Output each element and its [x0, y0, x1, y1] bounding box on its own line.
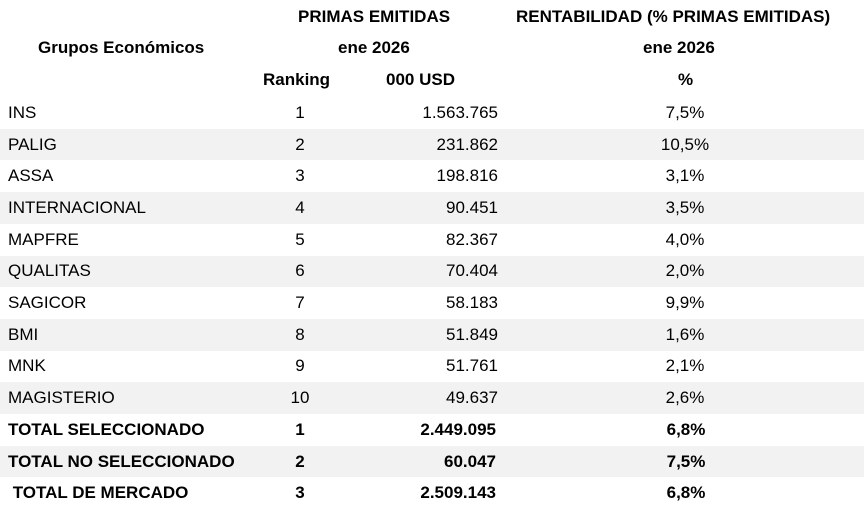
total-rentabilidad: 6,8%: [666, 483, 706, 503]
ranking-value: 4: [295, 197, 305, 217]
rentabilidad-value: 3,1%: [665, 166, 705, 186]
ranking-value: 9: [295, 356, 305, 376]
ranking-value: 5: [295, 229, 305, 249]
total-row-seleccionado: TOTAL SELECCIONADO 1 2.449.095 6,8%: [0, 414, 864, 446]
group-name: QUALITAS: [8, 261, 91, 281]
ranking-value: 2: [295, 134, 305, 154]
group-name: MNK: [8, 356, 46, 376]
total-primas: 2.509.143: [420, 483, 496, 503]
group-name: MAPFRE: [8, 229, 79, 249]
group-name: SAGICOR: [8, 293, 87, 313]
primas-value: 198.816: [436, 166, 498, 186]
primas-value: 51.849: [446, 324, 498, 344]
primas-value: 90.451: [446, 197, 498, 217]
primas-value: 1.563.765: [422, 102, 498, 122]
primas-value: 58.183: [446, 293, 498, 313]
table-row: INTERNACIONAL 4 90.451 3,5%: [0, 192, 864, 224]
total-ranking: 2: [295, 451, 305, 471]
total-row-no-seleccionado: TOTAL NO SELECCIONADO 2 60.047 7,5%: [0, 445, 864, 478]
rentabilidad-value: 10,5%: [660, 134, 710, 154]
group-name: INTERNACIONAL: [8, 197, 146, 217]
total-name: TOTAL NO SELECCIONADO: [8, 451, 235, 471]
group-name: BMI: [8, 324, 39, 344]
rentabilidad-value: 1,6%: [665, 324, 705, 344]
rentabilidad-period: ene 2026: [643, 38, 715, 57]
total-row-mercado: TOTAL DE MERCADO 3 2.509.143 6,8%: [0, 477, 864, 509]
rentabilidad-value: 2,1%: [665, 356, 705, 376]
group-name: ASSA: [8, 166, 54, 186]
primas-title: PRIMAS EMITIDAS: [298, 7, 451, 26]
rentabilidad-title: RENTABILIDAD (% PRIMAS EMITIDAS): [516, 7, 831, 26]
total-ranking: 1: [295, 419, 305, 439]
rentabilidad-value: 3,5%: [665, 197, 705, 217]
table-row: MAPFRE 5 82.367 4,0%: [0, 224, 864, 256]
group-name: INS: [8, 102, 37, 122]
primas-value: 51.761: [446, 356, 498, 376]
table-row: INS 1 1.563.765 7,5%: [0, 97, 864, 129]
primas-value: 82.367: [446, 229, 498, 249]
rentabilidad-unit: %: [678, 70, 694, 89]
ranking-value: 7: [295, 293, 305, 313]
table-row: MNK 9 51.761 2,1%: [0, 351, 864, 383]
rentabilidad-value: 7,5%: [665, 102, 705, 122]
total-name: TOTAL SELECCIONADO: [8, 419, 205, 439]
group-name: MAGISTERIO: [8, 388, 115, 408]
total-ranking: 3: [295, 483, 305, 503]
table-row: BMI 8 51.849 1,6%: [0, 318, 864, 351]
group-name: PALIG: [8, 134, 57, 154]
total-name: TOTAL DE MERCADO: [8, 483, 189, 503]
total-rentabilidad: 7,5%: [666, 451, 706, 471]
rentabilidad-value: 2,0%: [665, 261, 705, 281]
table-row: SAGICOR 7 58.183 9,9%: [0, 287, 864, 319]
ranking-value: 8: [295, 324, 305, 344]
total-rentabilidad: 6,8%: [666, 419, 706, 439]
table-row: PALIG 2 231.862 10,5%: [0, 128, 864, 161]
ranking-value: 10: [290, 388, 310, 408]
table-row: ASSA 3 198.816 3,1%: [0, 160, 864, 192]
total-primas: 60.047: [444, 451, 496, 471]
grupos-label: Grupos Económicos: [38, 38, 205, 57]
primas-unit: 000 USD: [386, 70, 455, 89]
primas-period: ene 2026: [338, 38, 410, 57]
ranking-label: Ranking: [263, 70, 331, 89]
table-row: MAGISTERIO 10 49.637 2,6%: [0, 382, 864, 414]
rentabilidad-value: 4,0%: [665, 229, 705, 249]
primas-value: 70.404: [446, 261, 498, 281]
total-primas: 2.449.095: [420, 419, 496, 439]
table-row: QUALITAS 6 70.404 2,0%: [0, 255, 864, 288]
rentabilidad-value: 9,9%: [665, 293, 705, 313]
ranking-value: 6: [295, 261, 305, 281]
rentabilidad-value: 2,6%: [665, 388, 705, 408]
primas-value: 231.862: [436, 134, 498, 154]
ranking-value: 3: [295, 166, 305, 186]
ranking-value: 1: [295, 102, 305, 122]
primas-value: 49.637: [446, 388, 498, 408]
